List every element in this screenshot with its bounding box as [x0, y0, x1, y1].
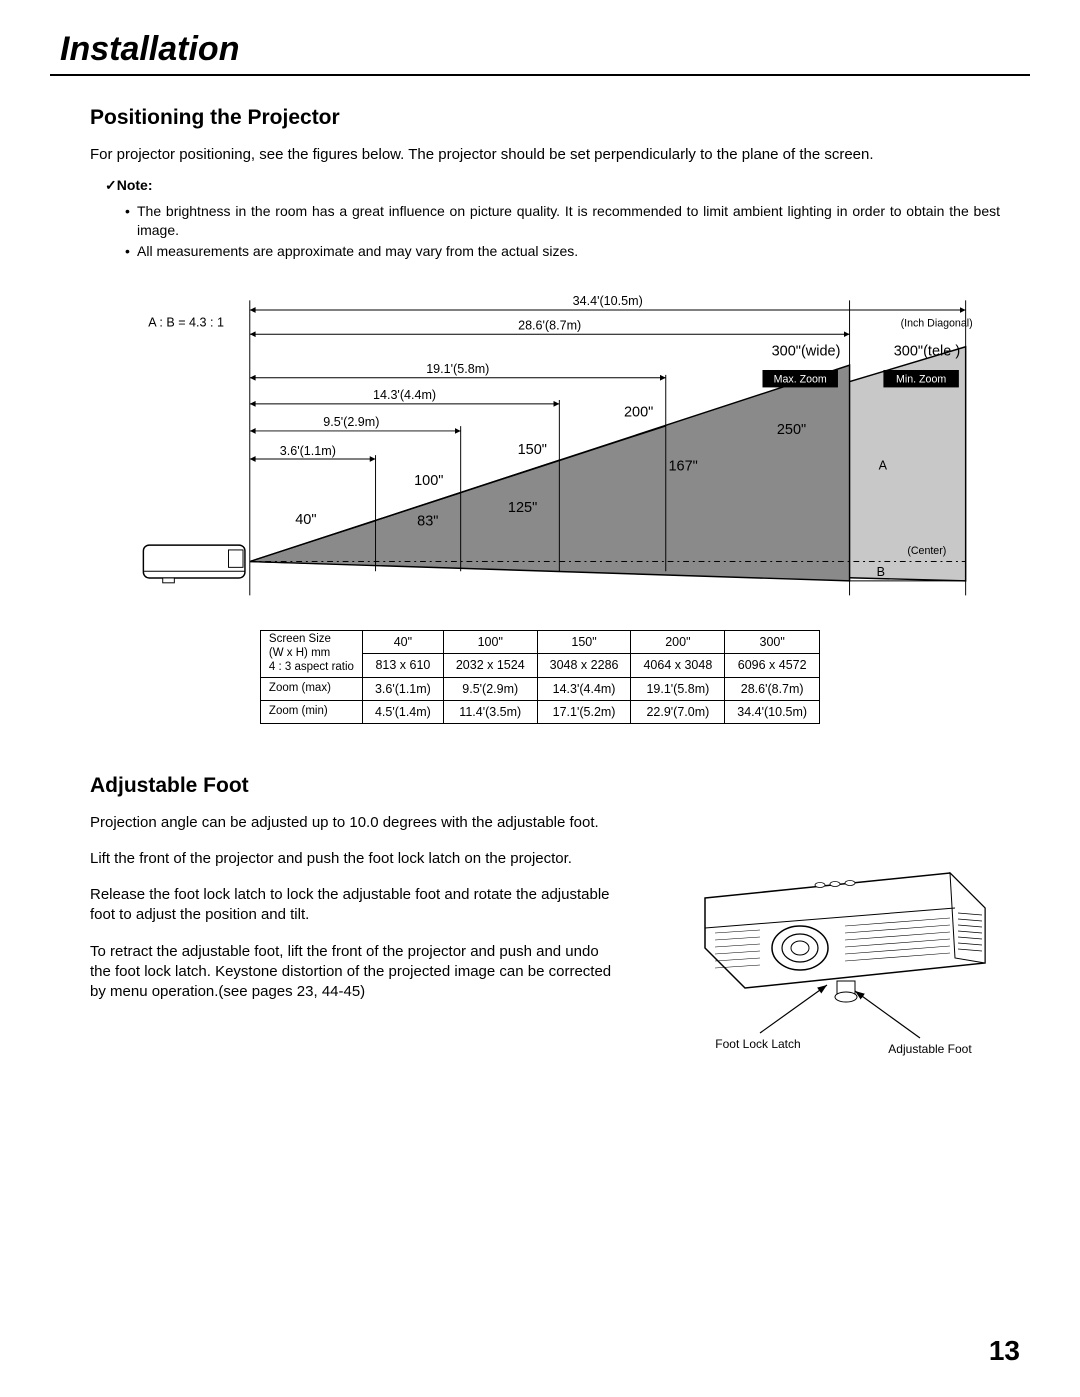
table-col-4: 300" — [725, 631, 820, 654]
note-item: The brightness in the room has a great i… — [125, 202, 1000, 240]
svg-text:14.3'(4.4m): 14.3'(4.4m) — [373, 388, 436, 402]
projector-illustration: Foot Lock Latch Adjustable Foot — [650, 813, 1030, 1078]
table-rowhead-0: Screen Size(W x H) mm4 : 3 aspect ratio — [260, 631, 362, 677]
svg-text:167": 167" — [668, 459, 697, 475]
svg-text:125": 125" — [508, 500, 537, 516]
table-row: Zoom (max) 3.6'(1.1m) 9.5'(2.9m) 14.3'(4… — [260, 677, 819, 700]
svg-text:300"(wide): 300"(wide) — [772, 343, 841, 359]
svg-text:Foot Lock Latch: Foot Lock Latch — [715, 1037, 800, 1051]
foot-p1: Projection angle can be adjusted up to 1… — [90, 813, 620, 833]
table-col-2: 150" — [537, 631, 631, 654]
throw-diagram-svg: 34.4'(10.5m) 28.6'(8.7m) 19.1'(5.8m) 14.… — [95, 281, 985, 600]
svg-text:9.5'(2.9m): 9.5'(2.9m) — [323, 415, 379, 429]
page-header: Installation — [50, 30, 1030, 76]
svg-text:Max. Zoom: Max. Zoom — [774, 373, 827, 385]
table-col-0: 40" — [362, 631, 443, 654]
svg-text:Adjustable Foot: Adjustable Foot — [888, 1042, 972, 1056]
foot-p3: Release the foot lock latch to lock the … — [90, 885, 620, 926]
table-row: Zoom (min) 4.5'(1.4m) 11.4'(3.5m) 17.1'(… — [260, 700, 819, 723]
svg-text:250": 250" — [777, 422, 806, 438]
page-number: 13 — [989, 1335, 1020, 1367]
section1-title: Positioning the Projector — [90, 106, 1030, 130]
throw-table: Screen Size(W x H) mm4 : 3 aspect ratio … — [260, 630, 820, 723]
table-rowhead-2: Zoom (min) — [260, 700, 362, 723]
table-col-1: 100" — [443, 631, 537, 654]
svg-text:100": 100" — [414, 473, 443, 489]
svg-text:Min. Zoom: Min. Zoom — [896, 373, 946, 385]
table-rowhead-1: Zoom (max) — [260, 677, 362, 700]
svg-text:40": 40" — [295, 512, 316, 528]
adjustable-foot-section: Projection angle can be adjusted up to 1… — [90, 813, 1030, 1078]
foot-p2: Lift the front of the projector and push… — [90, 849, 620, 869]
table-col-3: 200" — [631, 631, 725, 654]
svg-text:28.6'(8.7m): 28.6'(8.7m) — [518, 318, 581, 332]
svg-text:A: A — [879, 459, 888, 473]
foot-p4: To retract the adjustable foot, lift the… — [90, 942, 620, 1003]
svg-text:(Center): (Center) — [907, 545, 946, 557]
note-list: The brightness in the room has a great i… — [125, 202, 1000, 261]
svg-text:150": 150" — [518, 442, 547, 458]
svg-text:19.1'(5.8m): 19.1'(5.8m) — [426, 362, 489, 376]
svg-text:3.6'(1.1m): 3.6'(1.1m) — [280, 444, 336, 458]
table-header-row: Screen Size(W x H) mm4 : 3 aspect ratio … — [260, 631, 819, 654]
svg-text:(Inch Diagonal): (Inch Diagonal) — [901, 317, 973, 329]
svg-text:200": 200" — [624, 404, 653, 420]
svg-text:B: B — [877, 565, 885, 579]
section2-title: Adjustable Foot — [90, 774, 1030, 798]
note-item: All measurements are approximate and may… — [125, 242, 1000, 261]
section1-body: For projector positioning, see the figur… — [90, 145, 1010, 165]
page-title: Installation — [60, 30, 1030, 69]
svg-text:34.4'(10.5m): 34.4'(10.5m) — [573, 294, 643, 308]
note-label: ✓Note: — [105, 177, 1030, 194]
throw-diagram: 34.4'(10.5m) 28.6'(8.7m) 19.1'(5.8m) 14.… — [95, 281, 985, 605]
adjustable-foot-text: Projection angle can be adjusted up to 1… — [90, 813, 620, 1078]
svg-text:300"(tele ): 300"(tele ) — [894, 343, 960, 359]
svg-text:83": 83" — [417, 514, 438, 530]
svg-text:A : B = 4.3 : 1: A : B = 4.3 : 1 — [148, 315, 224, 329]
